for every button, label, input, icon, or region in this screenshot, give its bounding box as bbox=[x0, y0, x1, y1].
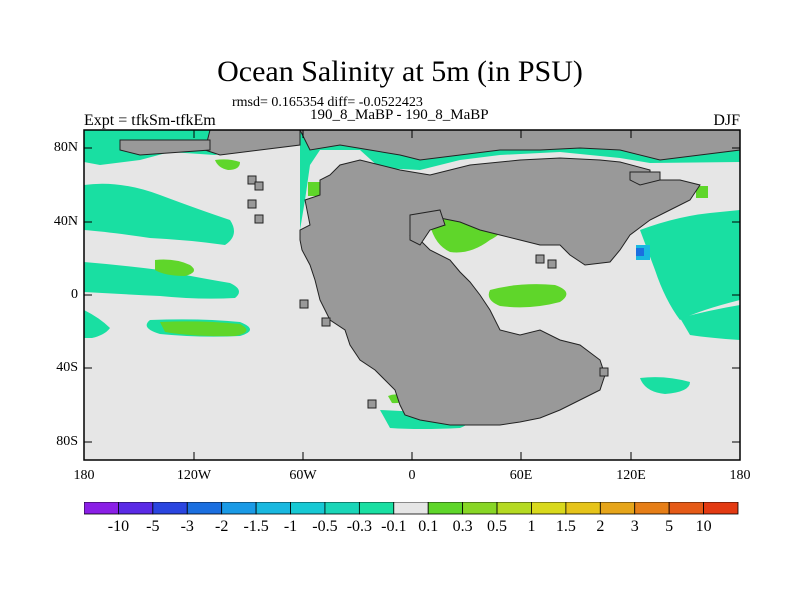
runs-label: 190_8_MaBP - 190_8_MaBP bbox=[310, 107, 489, 123]
coast-fresh-strong-patch bbox=[636, 248, 644, 256]
island-east bbox=[629, 171, 661, 186]
lon-tick-label-0: 0 bbox=[408, 468, 416, 483]
island-2 bbox=[254, 181, 264, 191]
island-9 bbox=[535, 254, 545, 264]
indian-east-fresh-patch bbox=[640, 210, 740, 320]
island-7 bbox=[367, 399, 377, 409]
lon-tick-label-60w: 60W bbox=[289, 468, 317, 483]
colorbar-swatch bbox=[358, 502, 395, 515]
colorbar-label: 1 bbox=[527, 518, 536, 535]
colorbar-swatch bbox=[84, 502, 119, 515]
colorbar-swatch bbox=[565, 502, 601, 515]
season-label: DJF bbox=[713, 112, 740, 129]
colorbar-swatch bbox=[634, 502, 670, 515]
north-continent-strip bbox=[299, 129, 741, 161]
lat-tick-label-40s: 40S bbox=[56, 360, 78, 375]
east-pacific-salty-patch bbox=[696, 186, 708, 198]
colorbar-swatch bbox=[496, 502, 532, 515]
colorbar-swatch bbox=[703, 502, 739, 515]
lat-tick-label-80s: 80S bbox=[56, 434, 78, 449]
colorbar-label: -3 bbox=[180, 518, 194, 535]
atlantic-north-salty-patch bbox=[308, 182, 322, 196]
lat-ticks bbox=[84, 147, 740, 443]
colorbar-labels: -10 -5 -3 -2 -1.5 -1 -0.5 -0.3 -0.1 0.1 0.3 0.5 1 1.5… bbox=[84, 518, 744, 538]
colorbar-label: 1.5 bbox=[555, 518, 576, 535]
colorbar-label: -0.3 bbox=[346, 518, 373, 535]
southwest-pacific-fresh-patch bbox=[84, 310, 110, 338]
island-4 bbox=[254, 214, 264, 224]
colorbar-swatch bbox=[393, 502, 429, 515]
colorbar-swatch bbox=[290, 502, 326, 515]
island-5 bbox=[299, 299, 309, 309]
colorbar-label: -1.5 bbox=[243, 518, 269, 535]
colorbar-swatch bbox=[118, 502, 154, 515]
indian-ocean-salty-patch bbox=[488, 284, 567, 308]
colorbar-label: 0.5 bbox=[487, 518, 508, 535]
colorbar-swatch bbox=[255, 502, 291, 515]
colorbar-swatch bbox=[668, 502, 704, 515]
greenland-block bbox=[119, 139, 211, 156]
colorbar-label: 0.1 bbox=[418, 518, 439, 535]
colorbar-swatch bbox=[221, 502, 257, 515]
stats-line: rmsd= 0.165354 diff= -0.0522423 bbox=[232, 95, 423, 110]
pacific-equatorial-fresh-patch bbox=[84, 262, 239, 299]
lat-tick-label-80n: 80N bbox=[53, 140, 78, 155]
lon-tick-label-180w: 180 bbox=[73, 468, 95, 483]
colorbar-label: -0.1 bbox=[381, 518, 407, 535]
lat-tick-label-0: 0 bbox=[71, 287, 78, 302]
experiment-label: Expt = tfkSm-tfkEm bbox=[84, 112, 216, 129]
plot-title: Ocean Salinity at 5m (in PSU) bbox=[217, 55, 583, 88]
island-3 bbox=[247, 199, 257, 209]
arctic-salty-patch bbox=[215, 159, 240, 170]
land-masses bbox=[119, 129, 741, 426]
small-islands bbox=[247, 175, 609, 409]
colorbar-label: -0.5 bbox=[312, 518, 338, 535]
lon-tick-label-120e: 120E bbox=[616, 468, 646, 483]
island-10 bbox=[547, 259, 557, 269]
south-east-fresh-patch bbox=[680, 305, 740, 340]
southern-indian-fresh-patch bbox=[640, 377, 690, 394]
lon-tick-label-180e: 180 bbox=[729, 468, 751, 483]
colorbar-label: -2 bbox=[215, 518, 229, 535]
colorbar-swatch bbox=[599, 502, 636, 515]
colorbar-swatch bbox=[324, 502, 360, 515]
island-8 bbox=[599, 367, 609, 377]
colorbar-swatch bbox=[427, 502, 464, 515]
lon-tick-label-60e: 60E bbox=[509, 468, 533, 483]
colorbar-label: -1 bbox=[283, 518, 298, 535]
colorbar-label: 0.3 bbox=[452, 518, 473, 535]
colorbar-label: -10 bbox=[107, 518, 130, 535]
colorbar-label: 2 bbox=[596, 518, 605, 535]
pacific-band-fresh-patch bbox=[84, 183, 234, 245]
colorbar-label: 3 bbox=[630, 518, 639, 535]
colorbar-label: 5 bbox=[665, 518, 674, 535]
colorbar-label: -5 bbox=[146, 518, 160, 535]
island-1 bbox=[247, 175, 257, 185]
colorbar bbox=[84, 502, 739, 515]
colorbar-label: 10 bbox=[695, 518, 712, 535]
colorbar-swatch bbox=[531, 502, 567, 515]
lon-tick-label-120w: 120W bbox=[176, 468, 212, 483]
pacific-band-salty-patch bbox=[155, 259, 194, 276]
lon-ticks bbox=[193, 130, 632, 460]
colorbar-swatch bbox=[152, 502, 188, 515]
colorbar-swatch bbox=[186, 502, 223, 515]
lat-tick-label-40n: 40N bbox=[53, 214, 78, 229]
pacific-south-salty-patch bbox=[160, 321, 247, 337]
island-ne bbox=[409, 209, 446, 246]
colorbar-swatch bbox=[462, 502, 498, 515]
island-6 bbox=[321, 317, 331, 327]
